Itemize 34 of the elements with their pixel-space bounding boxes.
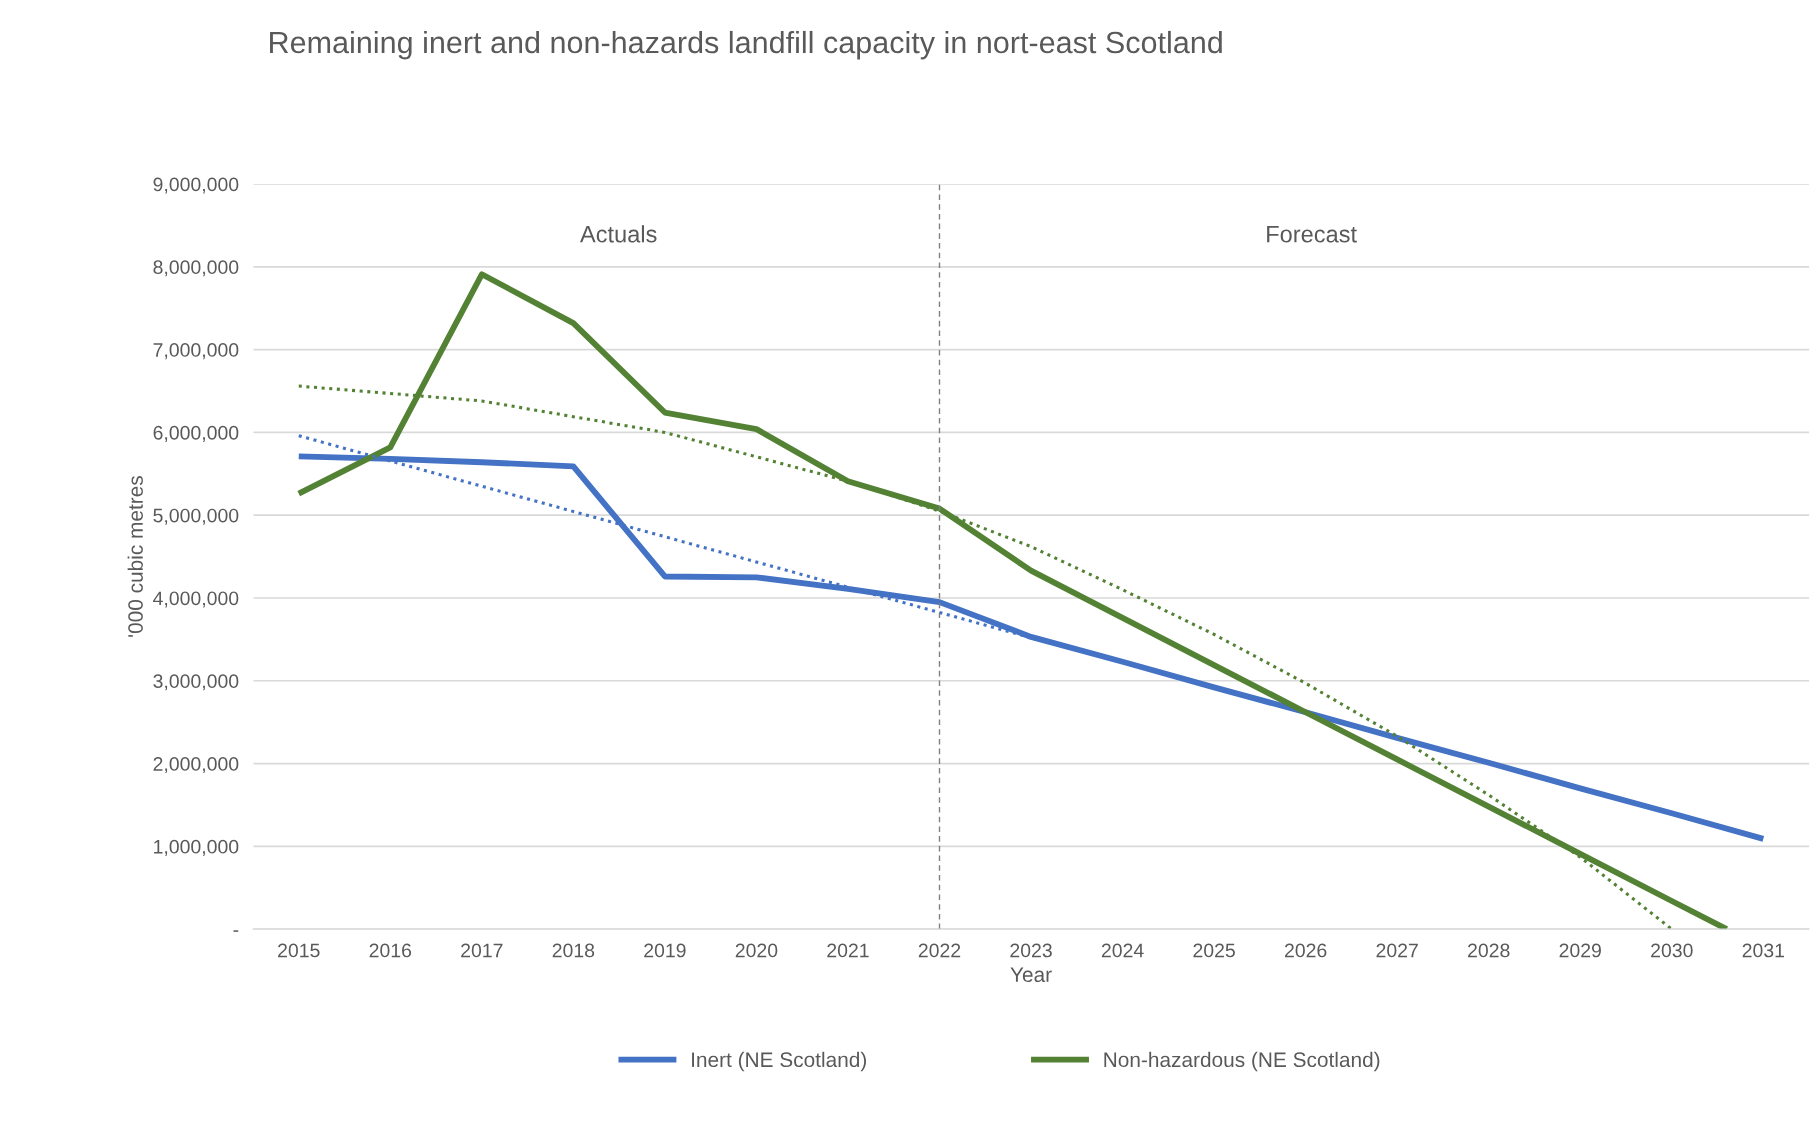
annotation: Actuals <box>580 225 657 243</box>
x-tick-label: 2022 <box>918 943 961 958</box>
y-axis-title: '000 cubic metres <box>127 476 143 637</box>
x-tick-label: 2026 <box>1284 943 1327 958</box>
y-tick-label: 4,000,000 <box>153 591 239 608</box>
x-tick-label: 2027 <box>1376 943 1418 958</box>
y-tick-label: 2,000,000 <box>153 757 239 774</box>
x-tick-label: 2015 <box>278 943 320 958</box>
x-tick-label: 2017 <box>461 943 503 958</box>
y-tick-label: 5,000,000 <box>153 508 239 525</box>
x-tick-label: 2029 <box>1559 943 1601 958</box>
x-tick-label: 2018 <box>552 943 595 958</box>
y-tick-label: 7,000,000 <box>153 343 239 360</box>
y-tick-label: 1,000,000 <box>154 839 239 856</box>
x-tick-label: 2025 <box>1193 943 1235 958</box>
legend-label: Non-hazardous (NE Scotland) <box>1104 1051 1380 1072</box>
annotation: Forecast <box>1267 226 1357 243</box>
x-tick-label: 2019 <box>644 943 686 958</box>
y-tick-label: 3,000,000 <box>153 674 239 691</box>
x-tick-label: 2016 <box>369 943 412 958</box>
x-tick-label: 2030 <box>1651 943 1693 958</box>
x-tick-label: 2031 <box>1742 943 1784 958</box>
x-tick-label: 2024 <box>1101 943 1144 958</box>
x-tick-label: 2021 <box>827 943 869 958</box>
x-tick-label: 2028 <box>1468 943 1510 958</box>
y-tick-label: 6,000,000 <box>153 425 239 442</box>
y-tick-label: 8,000,000 <box>153 260 239 277</box>
y-tick-label: - <box>233 930 239 932</box>
y-tick-label: 9,000,000 <box>153 177 239 194</box>
x-tick-label: 2023 <box>1010 943 1052 958</box>
legend-label: Inert (NE Scotland) <box>692 1051 867 1072</box>
x-tick-label: 2020 <box>735 943 778 958</box>
x-axis-title: Year <box>1010 967 1052 983</box>
chart-title: Remaining inert and non-hazards landfill capacity in nort-east Scotland <box>270 30 1222 60</box>
